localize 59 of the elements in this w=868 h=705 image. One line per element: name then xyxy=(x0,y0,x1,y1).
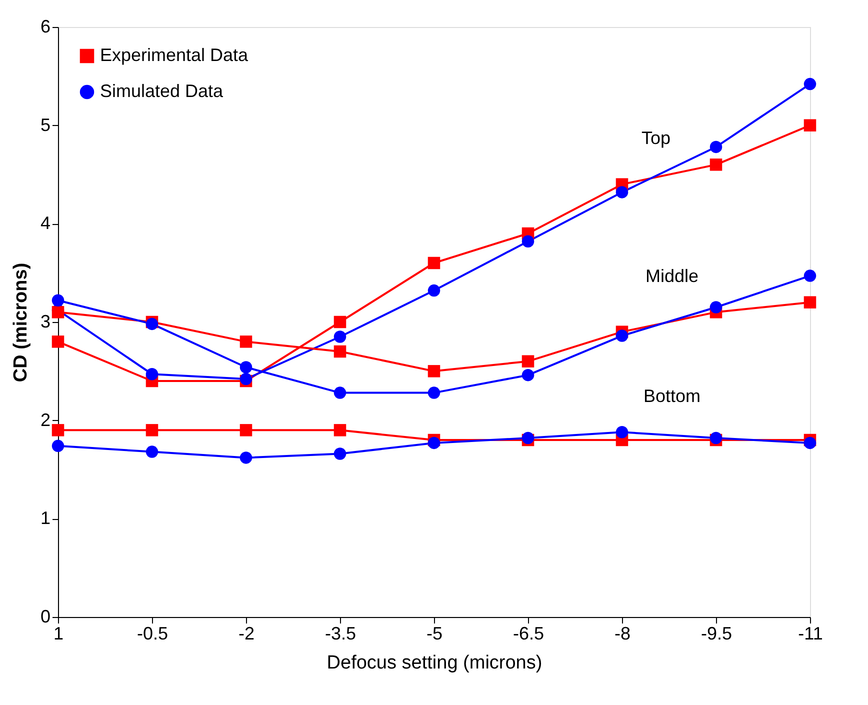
point xyxy=(334,448,346,460)
annotation: Top xyxy=(641,128,671,148)
point xyxy=(334,424,346,436)
point xyxy=(616,186,628,198)
x-tick-label: -2 xyxy=(238,624,255,644)
point xyxy=(428,436,440,450)
y-axis-title: CD (microns) xyxy=(10,262,32,382)
point xyxy=(616,426,628,438)
point xyxy=(146,446,158,458)
x-tick-label: -5 xyxy=(426,624,443,644)
x-tick-label: -3.5 xyxy=(324,624,356,644)
x-tick-label: -6.5 xyxy=(512,624,544,644)
point xyxy=(240,452,252,464)
point xyxy=(804,270,816,282)
x-tick-label: -11 xyxy=(798,624,823,644)
y-tick-label: 4 xyxy=(40,213,50,234)
x-tick-label: 1 xyxy=(53,624,64,644)
point xyxy=(52,294,64,306)
point xyxy=(710,158,722,171)
point xyxy=(616,330,628,342)
point xyxy=(240,424,252,436)
point xyxy=(428,365,440,378)
y-tick-label: 5 xyxy=(40,114,50,135)
point xyxy=(240,361,252,374)
x-tick-label: -9.5 xyxy=(700,624,732,644)
x-tick-label: -0.5 xyxy=(136,624,168,644)
point xyxy=(52,440,64,452)
point xyxy=(146,424,158,436)
point xyxy=(334,330,346,343)
point xyxy=(710,140,722,154)
point xyxy=(428,386,440,399)
y-tick-label: 2 xyxy=(40,410,50,430)
point xyxy=(710,301,722,314)
point xyxy=(334,316,346,328)
annotation: Middle xyxy=(645,266,699,286)
point xyxy=(804,436,816,450)
y-tick-label: 3 xyxy=(40,312,50,332)
point xyxy=(52,336,64,348)
point xyxy=(804,296,816,308)
point xyxy=(146,368,158,380)
point xyxy=(52,424,64,436)
point xyxy=(522,355,534,368)
point xyxy=(804,119,816,132)
point xyxy=(428,256,440,270)
y-tick-label: 1 xyxy=(40,508,50,528)
legend-label: Experimental Data xyxy=(100,45,250,65)
point xyxy=(804,78,816,90)
point xyxy=(334,345,346,358)
y-tick-label: 0 xyxy=(40,606,50,626)
point xyxy=(428,284,440,297)
point xyxy=(522,368,534,382)
y-tick-label: 6 xyxy=(40,16,50,36)
annotation: Bottom xyxy=(643,386,701,406)
x-axis-title: Defocus setting (microns) xyxy=(326,652,542,674)
x-tick-label: -8 xyxy=(614,624,631,644)
point xyxy=(522,235,534,248)
point xyxy=(240,336,252,348)
point xyxy=(334,386,346,399)
legend-label: Simulated Data xyxy=(100,81,224,101)
